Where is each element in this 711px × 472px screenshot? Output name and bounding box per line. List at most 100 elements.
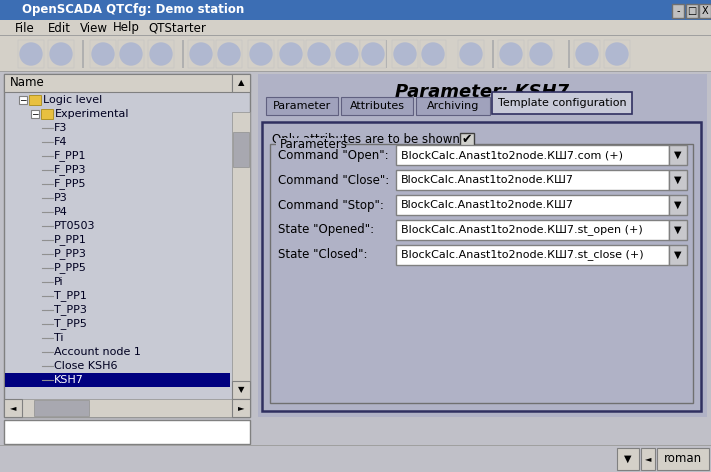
Text: Close KSH6: Close KSH6: [54, 361, 117, 371]
Text: ◄: ◄: [645, 455, 651, 464]
Text: P_PP3: P_PP3: [54, 249, 87, 260]
Bar: [270, 40, 272, 68]
Circle shape: [20, 43, 42, 65]
Bar: [460, 133, 474, 147]
Bar: [641, 448, 655, 470]
Text: BlockCalc.Anast1to2node.КШ7: BlockCalc.Anast1to2node.КШ7: [401, 200, 574, 210]
Bar: [0, 0, 711, 20]
Bar: [396, 145, 669, 165]
Bar: [0, 35, 711, 72]
Bar: [232, 381, 250, 399]
Bar: [574, 40, 600, 68]
Circle shape: [336, 43, 358, 65]
Text: Edit: Edit: [48, 22, 71, 34]
Circle shape: [150, 43, 172, 65]
Bar: [672, 4, 684, 18]
Text: Parameters: Parameters: [280, 137, 348, 151]
Bar: [669, 245, 687, 265]
Bar: [232, 399, 250, 417]
Bar: [22, 399, 232, 417]
Text: Logic level: Logic level: [43, 95, 102, 105]
Text: Template configuration: Template configuration: [498, 98, 626, 108]
Text: −: −: [19, 95, 27, 104]
Text: OpenSCADA QTCfg: Demo station: OpenSCADA QTCfg: Demo station: [22, 3, 245, 17]
Text: T_PP5: T_PP5: [54, 319, 87, 329]
Bar: [669, 195, 687, 215]
Text: roman: roman: [664, 453, 702, 465]
Text: KSH7: KSH7: [54, 375, 84, 385]
Bar: [396, 220, 669, 240]
Text: ▲: ▲: [237, 78, 245, 87]
Text: Parameter: KSH7: Parameter: KSH7: [395, 83, 569, 101]
Bar: [458, 40, 484, 68]
Text: Parameter: Parameter: [273, 101, 331, 111]
Bar: [41, 109, 53, 119]
Bar: [396, 195, 669, 215]
Circle shape: [308, 43, 330, 65]
Bar: [118, 40, 144, 68]
Bar: [258, 74, 707, 417]
Text: □: □: [688, 6, 697, 16]
Bar: [492, 92, 632, 114]
Text: BlockCalc.Anast1to2node.КШ7.com (+): BlockCalc.Anast1to2node.КШ7.com (+): [401, 150, 623, 160]
Bar: [148, 40, 174, 68]
Bar: [82, 40, 84, 68]
Bar: [34, 400, 89, 416]
Text: ▼: ▼: [674, 250, 682, 260]
Text: Pi: Pi: [54, 277, 63, 287]
Bar: [699, 4, 711, 18]
Bar: [492, 40, 494, 68]
Text: ▼: ▼: [674, 150, 682, 160]
Circle shape: [362, 43, 384, 65]
Bar: [341, 97, 413, 115]
Text: ◄: ◄: [10, 404, 16, 413]
Text: F_PP1: F_PP1: [54, 151, 87, 161]
Circle shape: [250, 43, 272, 65]
Text: Only attributes are to be shown:: Only attributes are to be shown:: [272, 134, 464, 146]
Text: ▼: ▼: [674, 200, 682, 210]
Bar: [278, 40, 304, 68]
Text: ▼: ▼: [624, 454, 632, 464]
Bar: [248, 40, 274, 68]
Text: P_PP1: P_PP1: [54, 235, 87, 245]
Text: P_PP5: P_PP5: [54, 262, 87, 273]
Text: ▼: ▼: [237, 386, 245, 395]
Bar: [48, 40, 74, 68]
Circle shape: [394, 43, 416, 65]
Text: -: -: [676, 6, 680, 16]
Bar: [266, 97, 338, 115]
Bar: [0, 35, 711, 36]
Circle shape: [50, 43, 72, 65]
Text: BlockCalc.Anast1to2node.КШ7.st_open (+): BlockCalc.Anast1to2node.КШ7.st_open (+): [401, 225, 643, 236]
Bar: [669, 220, 687, 240]
Text: PT0503: PT0503: [54, 221, 95, 231]
Circle shape: [606, 43, 628, 65]
Bar: [528, 40, 554, 68]
Bar: [0, 445, 711, 472]
Text: ▼: ▼: [674, 175, 682, 185]
Text: F_PP3: F_PP3: [54, 165, 87, 176]
Bar: [498, 40, 524, 68]
Text: Name: Name: [10, 76, 45, 90]
Bar: [5, 373, 230, 387]
Text: Help: Help: [113, 22, 140, 34]
Bar: [669, 170, 687, 190]
Text: T_PP3: T_PP3: [54, 304, 87, 315]
Text: F_PP5: F_PP5: [54, 178, 87, 189]
Circle shape: [190, 43, 212, 65]
Bar: [4, 74, 250, 417]
Text: View: View: [80, 22, 108, 34]
Circle shape: [460, 43, 482, 65]
Bar: [669, 145, 687, 165]
Text: Account node 1: Account node 1: [54, 347, 141, 357]
Text: X: X: [702, 6, 708, 16]
Text: F3: F3: [54, 123, 68, 133]
Circle shape: [576, 43, 598, 65]
Bar: [29, 95, 41, 105]
Text: F4: F4: [54, 137, 68, 147]
Text: Experimental: Experimental: [55, 109, 129, 119]
Text: Command "Open":: Command "Open":: [278, 149, 389, 161]
Bar: [232, 112, 250, 399]
Bar: [568, 40, 570, 68]
Text: P4: P4: [54, 207, 68, 217]
